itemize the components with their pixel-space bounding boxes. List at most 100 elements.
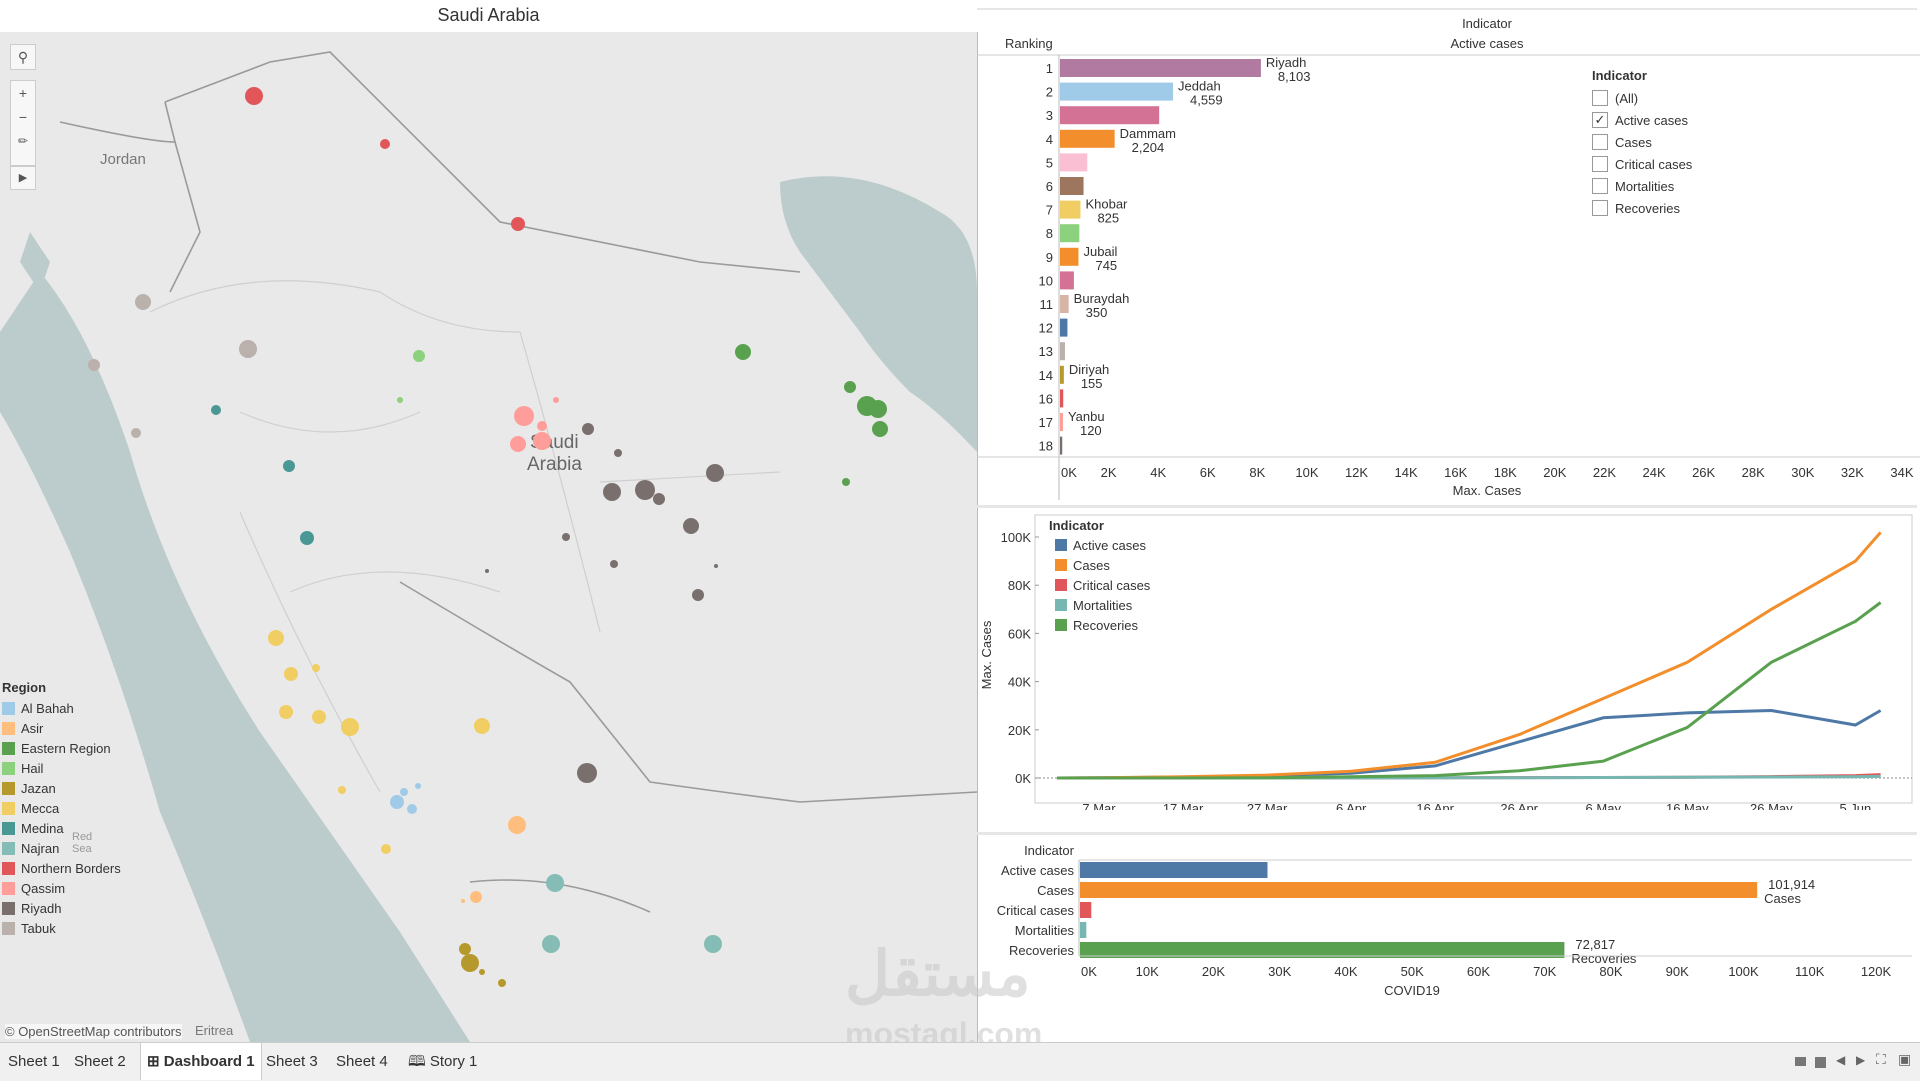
x-tick-label: 90K — [1666, 964, 1689, 979]
rank-label: 8 — [1046, 226, 1053, 241]
x-tick-label: 70K — [1533, 964, 1556, 979]
circle-mecca — [338, 786, 346, 794]
rank-label: 17 — [1039, 415, 1053, 430]
city-value-label: 155 — [1081, 376, 1103, 391]
indicator-filter-item[interactable]: Critical cases — [1592, 153, 1692, 175]
region-legend-item[interactable]: Asir — [2, 718, 130, 738]
circle-mecca — [284, 667, 298, 681]
red-sea — [0, 272, 470, 1042]
rank-label: 7 — [1046, 203, 1053, 218]
region-legend-item[interactable]: Mecca — [2, 798, 130, 818]
x-tick-label: 16K — [1444, 465, 1467, 480]
checkbox-checked-icon[interactable]: ✓ — [1592, 112, 1608, 128]
checkbox-icon[interactable] — [1592, 134, 1608, 150]
checkbox-icon[interactable] — [1592, 90, 1608, 106]
pin-icon[interactable]: ✏ — [17, 134, 29, 148]
region-legend-item[interactable]: Riyadh — [2, 898, 130, 918]
city-bar — [1060, 318, 1068, 337]
region-legend-item[interactable]: Tabuk — [2, 918, 130, 938]
city-bar — [1060, 200, 1081, 219]
region-legend-item[interactable]: Jazan — [2, 778, 130, 798]
line-legend-label: Active cases — [1073, 538, 1146, 553]
tab-sheet-3[interactable]: Sheet 3 — [266, 1053, 318, 1070]
legend-swatch — [2, 921, 15, 935]
circle-eastern — [735, 344, 751, 360]
osm-credit[interactable]: © OpenStreetMap contributors — [5, 1024, 182, 1039]
tab-sheet-2[interactable]: Sheet 2 — [74, 1053, 126, 1070]
circle-jazan — [461, 954, 479, 972]
circle-tabuk — [88, 359, 100, 371]
indicator-value-label: 101,914 — [1768, 877, 1815, 892]
indicator-filter-item[interactable]: (All) — [1592, 87, 1692, 109]
tab-sheet-1[interactable]: Sheet 1 — [8, 1053, 60, 1070]
tab-dashboard-1[interactable]: ⊞ Dashboard 1 — [140, 1043, 262, 1080]
rank-label: 16 — [1039, 391, 1053, 406]
checkbox-icon[interactable] — [1592, 200, 1608, 216]
x-tick-label: 60K — [1467, 964, 1490, 979]
separator-2 — [977, 832, 1917, 835]
region-legend-item[interactable]: Northern Borders — [2, 858, 130, 878]
indicator-bar — [1080, 942, 1565, 958]
circle-medina — [300, 531, 314, 545]
circle-al-bahah — [407, 804, 417, 814]
city-name-label: Diriyah — [1069, 362, 1109, 377]
line-legend-label: Recoveries — [1073, 618, 1139, 633]
x-tick-label: 2K — [1101, 465, 1117, 480]
sheet-sorter-icon[interactable] — [1795, 1057, 1806, 1066]
rank-label: 6 — [1046, 179, 1053, 194]
zoom-in-icon[interactable]: + — [18, 85, 28, 101]
city-value-label: 120 — [1080, 423, 1102, 438]
region-legend-item[interactable]: Eastern Region — [2, 738, 130, 758]
indicator-category-label: Critical cases — [997, 903, 1075, 918]
city-bar — [1060, 153, 1088, 172]
checkbox-icon[interactable] — [1592, 156, 1608, 172]
map-panel[interactable]: Saudi Arabia Jordan Saudi Arabia Red — [0, 0, 977, 1042]
indicator-filter-item[interactable]: ✓ Active cases — [1592, 109, 1692, 131]
circle-al-bahah — [390, 795, 404, 809]
x-tick-label: 30K — [1268, 964, 1291, 979]
map-search-icon[interactable]: ⚲ — [10, 44, 36, 70]
circle-riyadh — [614, 449, 622, 457]
map-canvas[interactable]: Jordan Saudi Arabia Red Sea Eritrea — [0, 32, 977, 1042]
tab-story-1[interactable]: 🕮 Story 1 — [408, 1053, 478, 1070]
legend-label: Qassim — [21, 880, 66, 896]
city-bar — [1060, 342, 1065, 361]
indicator-bar — [1080, 922, 1087, 938]
legend-swatch — [2, 781, 15, 795]
legend-label: Najran — [21, 840, 60, 856]
legend-label: Medina — [21, 820, 64, 836]
line-legend-swatch — [1055, 599, 1067, 611]
time-line-chart[interactable]: 0K 20K 40K 60K 80K 100K 7 Mar 17 Mar 27 Mar 6 Apr… — [977, 510, 1920, 810]
x-tick-label: 26 May — [1750, 801, 1793, 810]
legend-label: Tabuk — [21, 920, 56, 936]
next-sheet-icon[interactable]: ▶ — [1856, 1053, 1866, 1067]
indicator-filter-title: Indicator — [1592, 68, 1647, 83]
legend-swatch — [2, 761, 15, 775]
region-legend-item[interactable]: Hail — [2, 758, 130, 778]
fullscreen-icon[interactable]: ⛶ — [1876, 1051, 1886, 1067]
line-legend-label: Critical cases — [1073, 578, 1151, 593]
presentation-icon[interactable]: ▣ — [1898, 1051, 1912, 1067]
rank-label: 14 — [1039, 368, 1053, 383]
checkbox-icon[interactable] — [1592, 178, 1608, 194]
circle-northern-borders — [245, 87, 263, 105]
play-icon[interactable]: ▶ — [10, 166, 36, 190]
region-legend-item[interactable]: Najran — [2, 838, 130, 858]
filmstrip-icon[interactable] — [1815, 1057, 1826, 1068]
line-legend-swatch — [1055, 539, 1067, 551]
city-bar-chart[interactable]: Indicator Active cases Ranking 1 Riyadh8,103… — [977, 10, 1920, 500]
rank-label: 1 — [1046, 61, 1053, 76]
x-tick-label: 10K — [1295, 465, 1318, 480]
legend-label: Eastern Region — [21, 740, 111, 756]
circle-tabuk — [239, 340, 257, 358]
indicator-filter-item[interactable]: Mortalities — [1592, 175, 1692, 197]
indicator-total-bar-chart[interactable]: Indicator Active cases Cases Critical cases… — [977, 838, 1920, 1008]
indicator-filter-item[interactable]: Cases — [1592, 131, 1692, 153]
region-legend-item[interactable]: Medina — [2, 818, 130, 838]
zoom-out-icon[interactable]: − — [18, 109, 28, 125]
region-legend-item[interactable]: Qassim — [2, 878, 130, 898]
indicator-filter-item[interactable]: Recoveries — [1592, 197, 1692, 219]
region-legend-item[interactable]: Al Bahah — [2, 698, 130, 718]
tab-sheet-4[interactable]: Sheet 4 — [336, 1053, 388, 1070]
prev-sheet-icon[interactable]: ◀ — [1836, 1053, 1846, 1067]
